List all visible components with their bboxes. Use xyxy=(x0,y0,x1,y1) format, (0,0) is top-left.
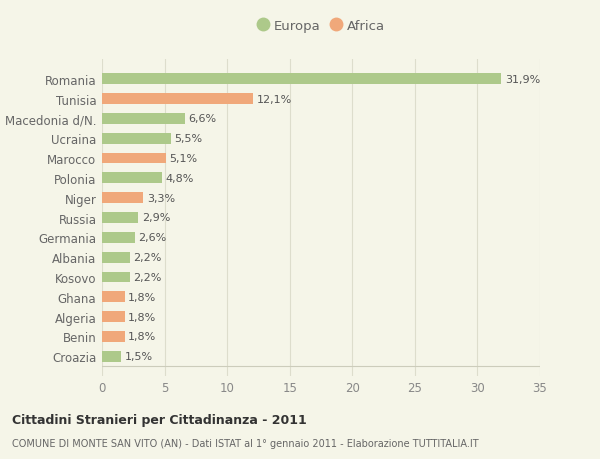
Text: Cittadini Stranieri per Cittadinanza - 2011: Cittadini Stranieri per Cittadinanza - 2… xyxy=(12,413,307,426)
Text: 2,2%: 2,2% xyxy=(133,272,161,282)
Text: COMUNE DI MONTE SAN VITO (AN) - Dati ISTAT al 1° gennaio 2011 - Elaborazione TUT: COMUNE DI MONTE SAN VITO (AN) - Dati IST… xyxy=(12,438,479,448)
Text: 2,6%: 2,6% xyxy=(138,233,167,243)
Text: 1,5%: 1,5% xyxy=(125,352,152,362)
Text: 1,8%: 1,8% xyxy=(128,332,157,342)
Bar xyxy=(102,153,166,164)
Bar xyxy=(102,134,171,144)
Text: 2,2%: 2,2% xyxy=(133,252,161,263)
Legend: Europa, Africa: Europa, Africa xyxy=(253,16,389,37)
Bar xyxy=(102,74,501,85)
Text: 5,1%: 5,1% xyxy=(170,154,198,164)
Bar xyxy=(102,173,162,184)
Text: 5,5%: 5,5% xyxy=(175,134,203,144)
Bar xyxy=(102,272,130,283)
Text: 1,8%: 1,8% xyxy=(128,312,157,322)
Bar xyxy=(102,193,143,204)
Text: 31,9%: 31,9% xyxy=(505,74,540,84)
Text: 12,1%: 12,1% xyxy=(257,94,292,104)
Text: 1,8%: 1,8% xyxy=(128,292,157,302)
Bar xyxy=(102,292,125,302)
Text: 4,8%: 4,8% xyxy=(166,174,194,184)
Bar xyxy=(102,213,138,224)
Bar xyxy=(102,232,134,243)
Bar xyxy=(102,94,253,105)
Bar xyxy=(102,114,185,124)
Text: 3,3%: 3,3% xyxy=(147,193,175,203)
Bar xyxy=(102,312,125,322)
Text: 6,6%: 6,6% xyxy=(188,114,217,124)
Text: 2,9%: 2,9% xyxy=(142,213,170,223)
Bar xyxy=(102,351,121,362)
Bar xyxy=(102,252,130,263)
Bar xyxy=(102,331,125,342)
